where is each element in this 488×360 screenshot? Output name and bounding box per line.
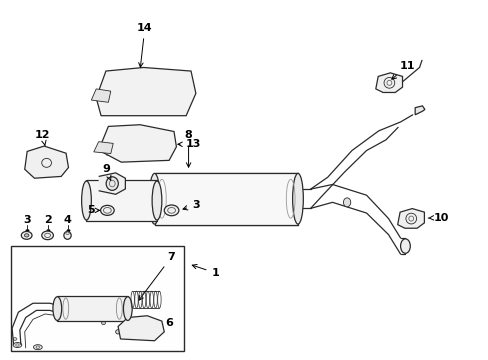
Text: 12: 12 bbox=[35, 130, 50, 146]
Polygon shape bbox=[96, 67, 196, 116]
Text: 7: 7 bbox=[139, 252, 175, 300]
Polygon shape bbox=[118, 316, 164, 341]
Text: 3: 3 bbox=[183, 200, 199, 210]
Ellipse shape bbox=[123, 297, 132, 320]
Bar bbox=[11, 246, 183, 351]
Polygon shape bbox=[414, 106, 424, 115]
Ellipse shape bbox=[152, 181, 162, 220]
Ellipse shape bbox=[343, 198, 350, 207]
Ellipse shape bbox=[21, 231, 32, 239]
Text: 2: 2 bbox=[43, 215, 51, 225]
Polygon shape bbox=[25, 146, 68, 178]
Text: 3: 3 bbox=[23, 215, 30, 225]
Ellipse shape bbox=[164, 205, 179, 216]
Text: 4: 4 bbox=[63, 215, 71, 225]
Polygon shape bbox=[94, 142, 113, 154]
Text: 1: 1 bbox=[192, 265, 219, 278]
Ellipse shape bbox=[116, 330, 120, 334]
Text: 13: 13 bbox=[178, 139, 201, 149]
Ellipse shape bbox=[33, 345, 42, 350]
Polygon shape bbox=[397, 208, 424, 228]
Text: 14: 14 bbox=[137, 23, 152, 67]
Polygon shape bbox=[375, 73, 402, 93]
Ellipse shape bbox=[64, 231, 71, 239]
Text: 6: 6 bbox=[158, 318, 173, 328]
Text: 11: 11 bbox=[391, 61, 414, 79]
Ellipse shape bbox=[292, 174, 303, 224]
Ellipse shape bbox=[102, 321, 105, 325]
Polygon shape bbox=[99, 125, 176, 162]
Ellipse shape bbox=[53, 297, 61, 320]
Text: 10: 10 bbox=[427, 212, 448, 222]
Polygon shape bbox=[154, 173, 297, 225]
Text: 8: 8 bbox=[184, 130, 192, 167]
Ellipse shape bbox=[41, 231, 53, 240]
Ellipse shape bbox=[24, 234, 29, 237]
Ellipse shape bbox=[101, 205, 114, 215]
Text: 9: 9 bbox=[102, 164, 111, 180]
Ellipse shape bbox=[106, 177, 118, 190]
Ellipse shape bbox=[81, 181, 91, 220]
Polygon shape bbox=[86, 180, 157, 221]
Polygon shape bbox=[99, 173, 125, 194]
Polygon shape bbox=[91, 89, 111, 102]
Ellipse shape bbox=[149, 174, 160, 224]
Text: 5: 5 bbox=[87, 205, 99, 215]
Polygon shape bbox=[57, 296, 127, 321]
Ellipse shape bbox=[400, 239, 409, 253]
Ellipse shape bbox=[13, 338, 17, 341]
Ellipse shape bbox=[13, 342, 22, 347]
